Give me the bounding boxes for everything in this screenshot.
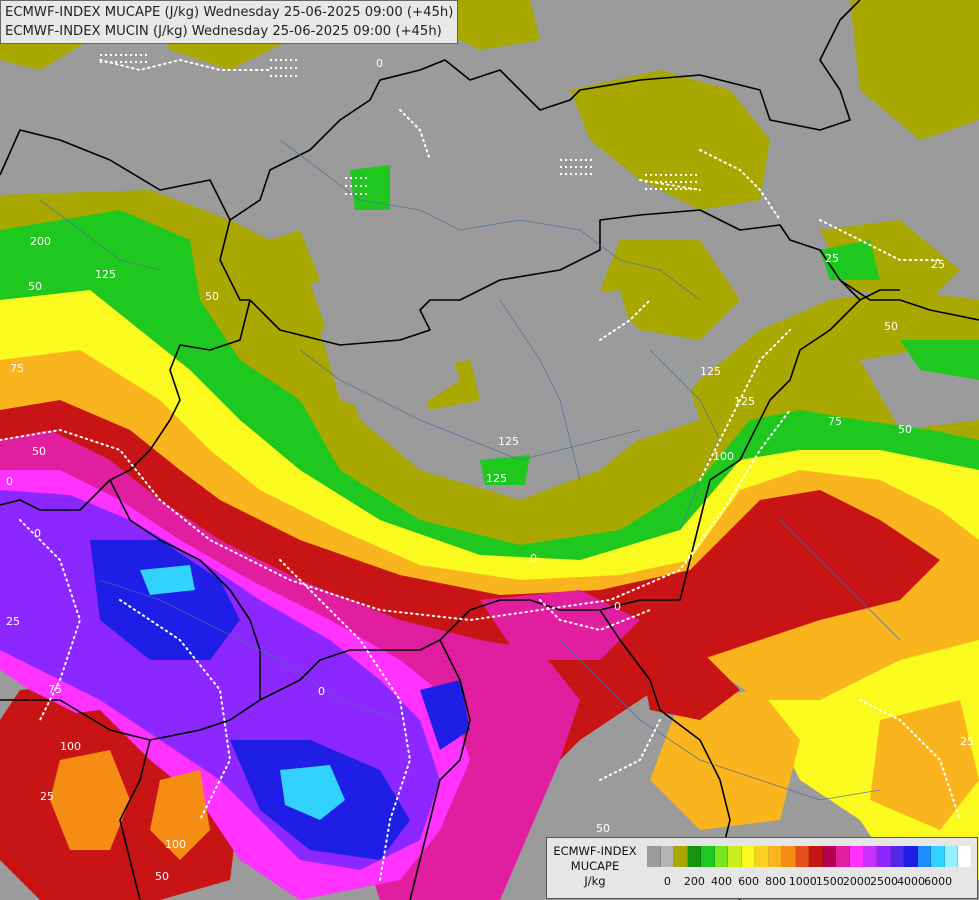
legend-swatch — [674, 846, 688, 867]
contour-label: 75 — [10, 362, 24, 375]
legend-title-line1: ECMWF-INDEX — [553, 844, 637, 858]
contour-label: 125 — [486, 472, 507, 485]
contour-label: 0 — [34, 527, 41, 540]
cape-field-cyan — [140, 565, 345, 820]
legend-swatch — [687, 846, 702, 867]
contour-label: 25 — [960, 735, 974, 748]
contour-label: 50 — [884, 320, 898, 333]
legend-swatch — [768, 846, 783, 867]
legend-swatch — [863, 846, 878, 867]
contour-label: 25 — [6, 615, 20, 628]
mucin-hatch-patches — [100, 54, 700, 195]
contour-label: 50 — [205, 290, 219, 303]
legend-swatch — [904, 846, 918, 867]
legend-swatch — [958, 846, 972, 867]
contour-label: 50 — [32, 445, 46, 458]
legend-swatch — [917, 846, 932, 867]
contour-label: 100 — [713, 450, 734, 463]
legend-title: ECMWF-INDEX MUCAPE J/kg — [551, 844, 639, 889]
map-title-box: ECMWF-INDEX MUCAPE (J/kg) Wednesday 25-0… — [0, 0, 459, 44]
contour-label: 0 — [376, 57, 383, 70]
legend-unit: J/kg — [584, 874, 606, 888]
cape-field-orange-bottom-left — [50, 750, 210, 860]
contour-label: 25 — [825, 252, 839, 265]
legend-swatch — [822, 846, 837, 867]
contour-label: 125 — [700, 365, 721, 378]
legend-swatch — [782, 846, 796, 867]
legend-tick-label: 400 — [710, 875, 732, 888]
legend-swatch — [809, 846, 823, 867]
map-title-mucin: ECMWF-INDEX MUCIN (J/kg) Wednesday 25-06… — [5, 24, 442, 39]
contour-label: 50 — [155, 870, 169, 883]
legend-swatch — [877, 846, 891, 867]
contour-label: 50 — [596, 822, 610, 835]
contour-label: 125 — [734, 395, 755, 408]
legend-swatch — [795, 846, 810, 867]
legend-swatch — [836, 846, 850, 867]
legend-tick-label: 2500 — [869, 875, 898, 888]
legend-tick-label: 200 — [683, 875, 705, 888]
legend-tick-label: 1000 — [788, 875, 817, 888]
legend-swatch — [741, 846, 756, 867]
contour-label: 125 — [95, 268, 116, 281]
legend-tick-label: 800 — [765, 875, 787, 888]
legend-tick-label: 2000 — [842, 875, 871, 888]
contour-label: 0 — [614, 600, 621, 613]
contour-label: 100 — [165, 838, 186, 851]
contour-label: 75 — [828, 415, 842, 428]
legend-color-scale — [647, 846, 972, 867]
legend-tick-label: 4000 — [897, 875, 926, 888]
contour-label: 125 — [498, 435, 519, 448]
legend-title-line2: MUCAPE — [570, 859, 620, 873]
contour-label: 25 — [931, 258, 945, 271]
contour-label: 50 — [28, 280, 42, 293]
legend-tick-label: 600 — [738, 875, 760, 888]
legend-swatch — [755, 846, 769, 867]
legend-tick-labels: 0 200 400 600 800 1000 1500 2000 2500 4000 6000 — [647, 875, 972, 891]
mucin-contours — [0, 58, 961, 881]
legend-swatch — [944, 846, 959, 867]
contour-label: 0 — [530, 552, 537, 565]
contour-label: 0 — [318, 685, 325, 698]
map-title-mucape: ECMWF-INDEX MUCAPE (J/kg) Wednesday 25-0… — [5, 5, 454, 20]
legend-tick-label: 6000 — [924, 875, 953, 888]
legend-swatch — [660, 846, 675, 867]
contour-label: 100 — [60, 740, 81, 753]
contour-label: 0 — [6, 475, 13, 488]
legend-tick-label: 0 — [663, 875, 671, 888]
contour-label: 200 — [30, 235, 51, 248]
legend-swatch — [701, 846, 715, 867]
legend-tick-label: 1500 — [815, 875, 844, 888]
color-legend: ECMWF-INDEX MUCAPE J/kg 0 200 400 600 800 100… — [546, 837, 978, 899]
legend-swatch — [728, 846, 742, 867]
contour-label: 25 — [40, 790, 54, 803]
legend-swatch — [849, 846, 864, 867]
legend-swatch — [647, 846, 661, 867]
legend-swatch — [714, 846, 729, 867]
contour-label: 50 — [898, 423, 912, 436]
legend-swatch — [931, 846, 945, 867]
contour-label: 75 — [48, 683, 62, 696]
mucin-contour-labels: 50 125 200 50 75 50 0 0 25 75 100 25 100… — [6, 57, 974, 883]
legend-swatch — [890, 846, 905, 867]
